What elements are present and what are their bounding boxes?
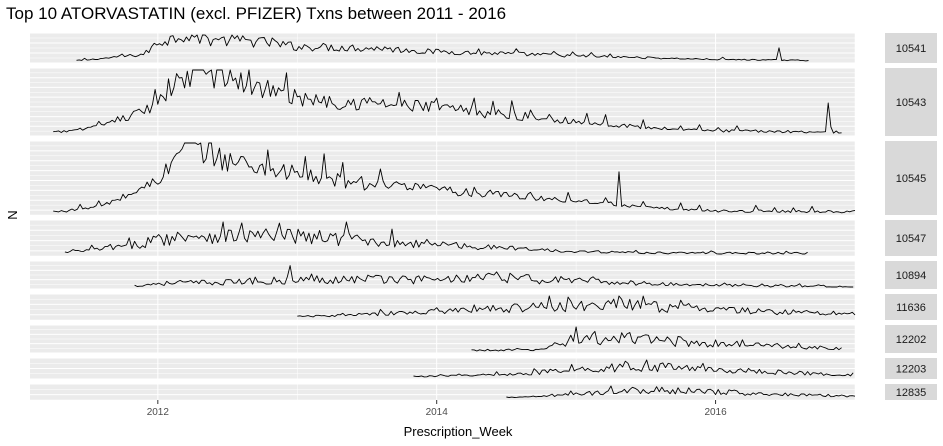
facet-strip-label: 10894 (896, 270, 927, 282)
facet-panel-12835: 12835 (30, 383, 937, 401)
series-line-12202 (471, 326, 842, 352)
facet-strip (885, 68, 937, 136)
panel-background (30, 141, 855, 215)
series-line-12203 (413, 359, 854, 378)
panel-background (30, 294, 855, 320)
facet-strip-label: 11636 (896, 302, 926, 314)
chart-title: Top 10 ATORVASTATIN (excl. PFIZER) Txns … (6, 4, 507, 23)
facet-strip-label: 12202 (896, 334, 927, 346)
panel-background (30, 384, 855, 400)
x-tick-label: 2016 (704, 407, 727, 418)
facet-strip (885, 220, 937, 256)
facet-strip-label: 12203 (896, 364, 927, 376)
x-tick-label: 2012 (147, 407, 170, 418)
series-line-10543 (53, 69, 842, 134)
x-axis-title: Prescription_Week (404, 424, 513, 439)
series-line-10547 (64, 221, 808, 255)
series-line-10894 (134, 265, 854, 288)
facet-strip-label: 10545 (896, 173, 927, 185)
facet-strip (885, 358, 937, 379)
y-axis-title: N (5, 210, 20, 219)
x-tick-label: 2014 (426, 407, 449, 418)
facet-panels: 10541 10543 10545 10547 10894 11636 12202 12203… (30, 32, 937, 401)
series-line-11636 (297, 295, 856, 318)
facet-panel-10543: 10543 (30, 67, 937, 137)
series-line-10541 (76, 34, 809, 62)
facet-strip (885, 261, 937, 289)
facet-strip-label: 10543 (896, 97, 927, 109)
facet-strip (885, 384, 937, 400)
facet-strip (885, 294, 937, 320)
facet-panel-12202: 12202 (30, 324, 937, 354)
series-line-12835 (506, 385, 856, 398)
facet-panel-11636: 11636 (30, 293, 937, 321)
facet-panel-10545: 10545 (30, 140, 937, 216)
facet-panel-10547: 10547 (30, 219, 937, 257)
facet-panel-12203: 12203 (30, 357, 937, 380)
facet-strip (885, 141, 937, 215)
facet-strip-label: 10547 (896, 233, 927, 245)
facet-strip (885, 325, 937, 353)
facet-strip-label: 12835 (896, 387, 927, 399)
x-axis: 2012 2014 2016 (147, 400, 727, 418)
facet-strip (885, 33, 937, 63)
facet-panel-10541: 10541 (30, 32, 937, 64)
series-line-10545 (53, 142, 856, 214)
facet-panel-10894: 10894 (30, 260, 937, 290)
facet-strip-label: 10541 (896, 43, 927, 55)
